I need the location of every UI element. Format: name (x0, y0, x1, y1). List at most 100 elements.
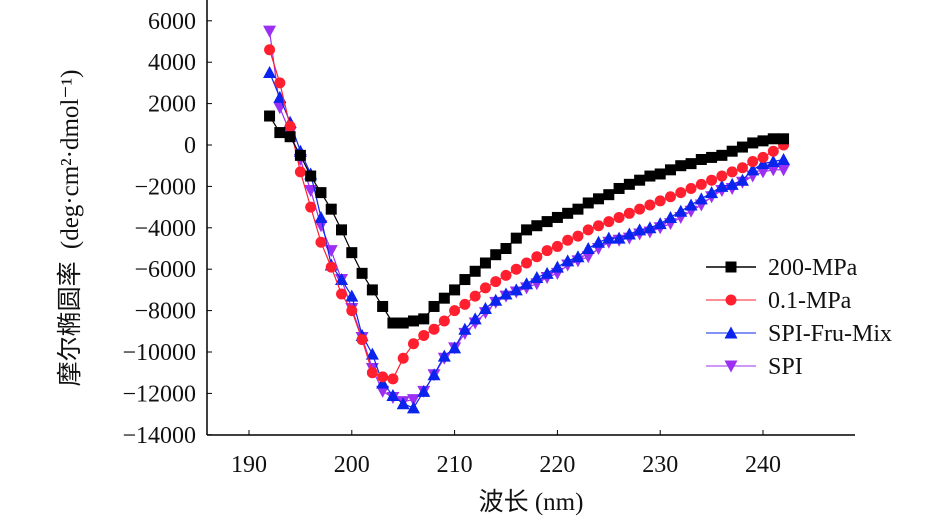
data-point-0-1-mpa (582, 224, 594, 236)
data-point-spi-fru-mix (612, 231, 626, 244)
data-point-200-mpa (294, 149, 306, 161)
data-point-0-1-mpa (387, 373, 399, 385)
data-point-200-mpa (264, 110, 276, 122)
y-tick-label: −12000 (122, 381, 196, 407)
legend-marker-triangle-up-icon (724, 326, 738, 339)
data-point-spi-fru-mix (499, 287, 513, 300)
data-point-200-mpa (336, 224, 348, 236)
data-point-200-mpa (315, 187, 327, 199)
legend-item-spi: SPI (706, 354, 803, 380)
data-point-200-mpa (500, 243, 512, 254)
legend-item-0-1-mpa: 0.1-MPa (706, 288, 852, 314)
data-point-spi (766, 164, 780, 177)
x-ticks: 190 200 210 220 230 240 (231, 430, 781, 478)
y-tick-label: −2000 (134, 174, 196, 200)
data-point-spi-fru-mix (663, 210, 677, 223)
data-point-spi-fru-mix (406, 401, 420, 414)
legend-marker-square-icon (725, 261, 737, 273)
data-point-0-1-mpa (438, 315, 450, 327)
x-tick-label: 210 (437, 452, 473, 478)
y-tick-label: −10000 (122, 340, 196, 366)
data-point-0-1-mpa (664, 191, 676, 203)
data-point-200-mpa (510, 232, 522, 244)
y-axis-title-text: 摩尔椭圆率 (deg·cm²·dmol⁻¹) (56, 70, 84, 387)
data-point-200-mpa (346, 247, 358, 259)
y-tick-label: 0 (184, 133, 196, 159)
data-point-0-1-mpa (551, 240, 563, 252)
data-point-200-mpa (541, 216, 553, 228)
series-line-spi (269, 31, 784, 403)
legend-label: 0.1-MPa (768, 288, 852, 314)
data-point-spi (406, 394, 420, 407)
data-point-200-mpa (366, 284, 378, 296)
legend-item-spi-fru-mix: SPI-Fru-Mix (706, 321, 892, 347)
data-point-200-mpa (305, 170, 317, 182)
data-point-0-1-mpa (336, 288, 348, 300)
data-point-spi-fru-mix (458, 322, 472, 335)
data-point-200-mpa (551, 211, 563, 223)
data-point-200-mpa (479, 257, 491, 269)
data-point-spi-fru-mix (335, 273, 349, 286)
data-point-spi-fru-mix (674, 204, 688, 217)
data-point-0-1-mpa (377, 371, 389, 383)
data-point-spi-fru-mix (376, 376, 390, 389)
data-point-spi-fru-mix (489, 293, 503, 306)
data-point-200-mpa (675, 160, 687, 172)
data-point-200-mpa (397, 317, 409, 329)
data-point-0-1-mpa (397, 352, 409, 364)
data-point-spi-fru-mix (417, 384, 431, 397)
data-point-0-1-mpa (305, 201, 317, 213)
data-point-200-mpa (438, 292, 450, 304)
data-point-200-mpa (407, 315, 419, 327)
data-point-spi-fru-mix (581, 242, 595, 254)
data-point-200-mpa (623, 178, 635, 190)
data-point-200-mpa (459, 274, 471, 286)
data-point-spi-fru-mix (746, 163, 760, 176)
data-point-200-mpa (747, 137, 759, 149)
data-point-spi-fru-mix (725, 177, 739, 190)
data-point-200-mpa (634, 174, 646, 186)
data-point-spi-fru-mix (571, 250, 585, 263)
data-point-0-1-mpa (479, 282, 491, 294)
x-tick-label: 220 (539, 452, 575, 478)
data-point-spi (376, 385, 390, 398)
legend-label: 200-MPa (768, 255, 858, 281)
data-point-spi (756, 166, 770, 179)
data-point-spi-fru-mix (478, 302, 492, 315)
data-point-200-mpa (469, 265, 481, 277)
data-point-spi-fru-mix (592, 235, 606, 248)
data-point-spi-fru-mix (561, 254, 575, 267)
x-tick-label: 230 (642, 452, 678, 478)
data-point-0-1-mpa (562, 234, 574, 246)
x-tick-label: 190 (231, 452, 267, 478)
y-tick-label: 2000 (148, 92, 196, 118)
data-point-0-1-mpa (500, 269, 512, 281)
data-point-0-1-mpa (531, 251, 543, 263)
data-point-200-mpa (490, 249, 502, 261)
data-point-200-mpa (356, 267, 368, 279)
data-point-0-1-mpa (644, 199, 656, 211)
y-tick-label: −14000 (122, 423, 196, 449)
y-axis-title-main: 摩尔椭圆率 (56, 261, 84, 386)
data-point-0-1-mpa (284, 120, 296, 132)
data-point-0-1-mpa (603, 216, 615, 228)
data-point-spi (263, 25, 277, 38)
data-point-spi-fru-mix (602, 231, 616, 244)
series-0-1-mpa (264, 44, 790, 385)
data-point-spi-fru-mix (705, 186, 719, 199)
data-point-0-1-mpa (428, 323, 440, 335)
data-point-0-1-mpa (654, 195, 666, 207)
data-point-200-mpa (562, 207, 574, 219)
data-point-0-1-mpa (469, 290, 481, 302)
y-tick-label: −4000 (134, 216, 196, 242)
data-point-0-1-mpa (418, 329, 430, 341)
data-point-200-mpa (603, 189, 615, 201)
data-point-0-1-mpa (325, 261, 337, 273)
data-point-200-mpa (418, 313, 430, 325)
y-tick-label: −6000 (134, 257, 196, 283)
data-point-200-mpa (654, 168, 666, 180)
data-point-spi-fru-mix (694, 192, 708, 205)
data-point-0-1-mpa (736, 162, 748, 174)
data-point-0-1-mpa (613, 211, 625, 223)
